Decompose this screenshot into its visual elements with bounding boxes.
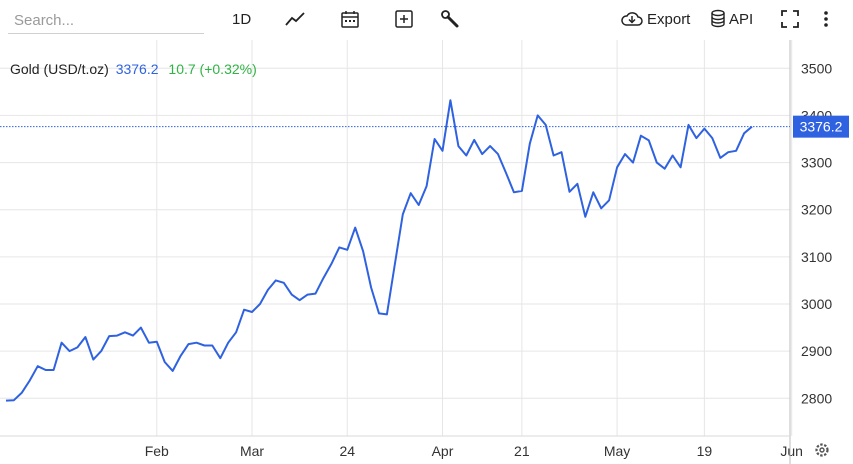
calendar-icon	[341, 11, 359, 28]
database-icon	[711, 9, 725, 28]
x-tick-label: Jun	[780, 443, 803, 459]
date-range-button[interactable]	[340, 8, 360, 30]
settings-tool-button[interactable]	[440, 8, 460, 30]
x-tick-label: May	[604, 443, 630, 459]
search-input[interactable]	[8, 8, 204, 34]
x-tick-label: 19	[697, 443, 713, 459]
x-tick-label: 21	[514, 443, 530, 459]
fullscreen-button[interactable]	[780, 8, 800, 30]
gear-icon	[815, 443, 829, 457]
y-tick-label: 2800	[801, 390, 832, 406]
api-label: API	[729, 10, 754, 28]
interval-label: 1D	[232, 10, 252, 28]
more-menu-button[interactable]	[820, 8, 832, 30]
interval-button[interactable]: 1D	[232, 8, 251, 30]
api-button[interactable]: API	[710, 8, 753, 30]
y-tick-label: 3000	[801, 296, 832, 312]
chart-settings-button[interactable]	[815, 443, 829, 457]
fullscreen-icon	[781, 10, 799, 28]
x-tick-label: Mar	[240, 443, 264, 459]
price-series-line	[5, 99, 753, 402]
cloud-download-icon	[621, 12, 643, 26]
wrench-icon	[441, 10, 459, 28]
chart-legend: Gold (USD/t.oz) 3376.2 10.7 (+0.32%)	[10, 61, 257, 77]
y-tick-label: 3100	[801, 249, 832, 265]
y-tick-label: 3200	[801, 202, 832, 218]
add-indicator-button[interactable]	[394, 8, 414, 30]
last-price-tag-label: 3376.2	[800, 119, 843, 135]
line-chart-icon	[285, 12, 305, 26]
export-label: Export	[647, 10, 691, 28]
y-tick-label: 2900	[801, 343, 832, 359]
instrument-name: Gold (USD/t.oz)	[10, 61, 109, 77]
more-vert-icon	[824, 11, 828, 27]
x-tick-label: Feb	[145, 443, 169, 459]
y-tick-label: 3300	[801, 155, 832, 171]
price-change: 10.7 (+0.32%)	[168, 61, 257, 77]
y-tick-label: 3500	[801, 60, 832, 76]
export-button[interactable]: Export	[620, 8, 690, 30]
x-tick-label: Apr	[432, 443, 454, 459]
x-tick-label: 24	[339, 443, 355, 459]
chart-type-button[interactable]	[284, 8, 306, 30]
last-price: 3376.2	[115, 61, 159, 77]
last-price-tag	[793, 115, 849, 138]
add-box-icon	[395, 10, 413, 28]
toolbar: 1D	[0, 0, 853, 40]
